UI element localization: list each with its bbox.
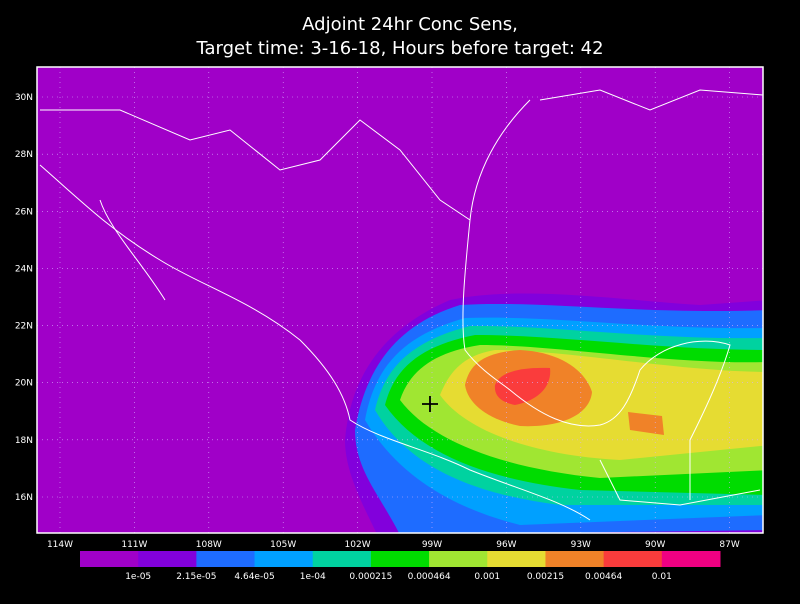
colorbar-label: 0.000215	[349, 572, 392, 582]
lon-label: 105W	[270, 540, 296, 550]
coastline	[462, 99, 731, 500]
colorbar-swatch	[254, 551, 314, 567]
colorbar-swatch	[80, 551, 139, 567]
colorbar-swatch	[603, 551, 663, 567]
colorbar-swatch	[661, 551, 721, 567]
colorbar-label: 0.001	[474, 572, 500, 582]
title-line-2: Target time: 3-16-18, Hours before targe…	[195, 38, 603, 59]
colorbar-swatch	[429, 551, 488, 567]
lat-label: 24N	[15, 264, 33, 274]
border	[599, 459, 761, 506]
lon-label: 99W	[422, 540, 442, 550]
colorbar-label: 0.00215	[527, 572, 564, 582]
colorbar-label: 1e-05	[125, 572, 151, 582]
lon-label: 108W	[196, 540, 222, 550]
lon-label: 96W	[496, 540, 516, 550]
lon-label: 102W	[345, 540, 371, 550]
colorbar-label: 2.15e-05	[176, 572, 216, 582]
title-line-1: Adjoint 24hr Conc Sens,	[302, 14, 518, 35]
field-contour	[494, 367, 551, 405]
colorbar-label: 0.00464	[585, 572, 622, 582]
colorbar-label: 1e-04	[300, 572, 326, 582]
colorbar-label: 0.01	[652, 572, 672, 582]
colorbar-swatch	[138, 551, 197, 567]
lat-label: 22N	[15, 322, 33, 332]
lat-label: 18N	[15, 436, 33, 446]
coastline	[39, 164, 591, 521]
colorbar-swatch	[196, 551, 256, 567]
colorbar-swatch	[370, 551, 430, 567]
colorbar: 1e-05 2.15e-05 4.64e-05 1e-04 0.000215 0.0004…	[80, 551, 721, 582]
grid	[37, 67, 763, 533]
coastline	[539, 89, 763, 111]
coastline	[99, 199, 166, 301]
lat-label: 26N	[15, 207, 33, 217]
colorbar-label: 4.64e-05	[234, 572, 274, 582]
lat-label: 30N	[15, 93, 33, 103]
lat-label: 16N	[15, 493, 33, 503]
lat-label: 20N	[15, 379, 33, 389]
lon-label: 114W	[47, 540, 73, 550]
lat-label: 28N	[15, 150, 33, 160]
map	[36, 66, 764, 534]
target-marker	[422, 396, 438, 412]
colorbar-swatch	[487, 551, 546, 567]
colorbar-swatch	[545, 551, 605, 567]
lon-label: 90W	[645, 540, 665, 550]
lon-label: 111W	[121, 540, 147, 550]
lon-label: 93W	[571, 540, 591, 550]
map-frame	[36, 66, 764, 534]
lon-label: 87W	[719, 540, 739, 550]
colorbar-swatch	[312, 551, 372, 567]
border	[40, 109, 471, 221]
colorbar-label: 0.000464	[408, 572, 451, 582]
